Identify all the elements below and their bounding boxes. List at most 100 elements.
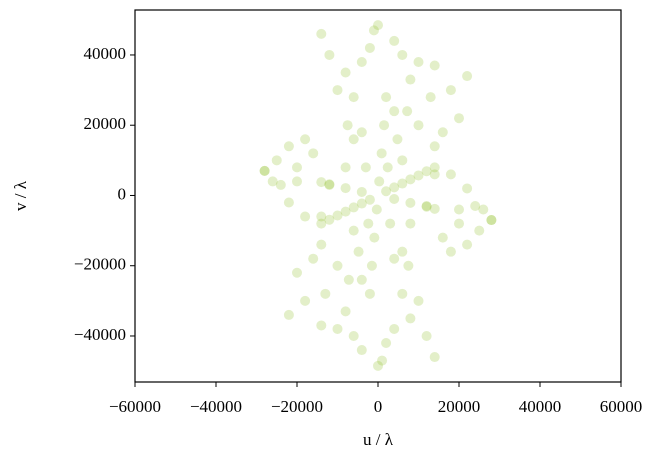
point	[397, 155, 408, 166]
point	[300, 211, 311, 222]
point	[283, 141, 294, 152]
plot-frame	[134, 9, 622, 383]
point	[389, 193, 400, 204]
point	[389, 106, 400, 117]
point	[353, 246, 364, 257]
point	[381, 338, 392, 349]
point	[382, 162, 393, 173]
point	[316, 28, 327, 39]
point	[454, 218, 464, 229]
point	[332, 210, 343, 221]
point	[300, 134, 311, 145]
point	[397, 246, 408, 257]
x-tick-label: 60000	[600, 397, 643, 416]
point	[454, 113, 464, 124]
point	[364, 288, 375, 299]
point	[445, 169, 456, 180]
x-tick-label: 40000	[519, 397, 562, 416]
point	[332, 260, 343, 271]
point	[368, 25, 379, 36]
point	[316, 320, 327, 331]
point	[413, 170, 424, 181]
point	[348, 134, 359, 145]
point	[275, 179, 286, 190]
point	[389, 35, 400, 46]
point	[462, 183, 473, 194]
point	[405, 197, 416, 208]
y-axis-label: v / λ	[11, 180, 30, 211]
point	[402, 106, 413, 117]
point	[429, 169, 440, 180]
point	[429, 141, 440, 152]
point	[343, 274, 354, 285]
x-tick-label: −60000	[109, 397, 161, 416]
point	[385, 218, 396, 229]
point	[340, 206, 351, 217]
point	[271, 155, 282, 166]
point	[324, 179, 335, 190]
point	[316, 218, 327, 229]
point	[462, 239, 473, 250]
point	[379, 120, 390, 131]
point	[366, 260, 377, 271]
point	[413, 120, 424, 131]
point	[445, 85, 456, 96]
point	[356, 198, 367, 209]
point	[405, 74, 416, 85]
point	[437, 127, 448, 138]
point	[324, 49, 335, 60]
point	[376, 148, 387, 159]
point	[421, 166, 432, 177]
point	[397, 178, 408, 189]
point	[403, 260, 414, 271]
point	[371, 204, 382, 215]
point	[374, 176, 385, 187]
point	[332, 323, 343, 334]
point	[356, 345, 367, 356]
point	[364, 194, 375, 205]
y-tick-label: −20000	[74, 255, 126, 274]
point	[462, 71, 473, 82]
point	[421, 201, 432, 212]
point	[470, 201, 481, 212]
point	[445, 246, 456, 257]
point	[413, 56, 424, 67]
point	[360, 162, 371, 173]
point	[267, 176, 278, 187]
point	[316, 239, 327, 250]
x-axis-label: u / λ	[363, 430, 394, 449]
point	[421, 330, 432, 341]
point	[478, 204, 489, 215]
point	[363, 218, 374, 229]
point	[259, 165, 270, 176]
point	[405, 174, 416, 185]
point	[324, 214, 335, 225]
point	[292, 176, 302, 187]
point	[356, 274, 367, 285]
x-tick-label: 20000	[438, 397, 481, 416]
point	[389, 182, 400, 193]
point	[425, 92, 436, 103]
y-tick-label: 0	[118, 184, 127, 203]
point	[316, 211, 327, 222]
point	[340, 67, 351, 78]
point	[389, 323, 400, 334]
point	[283, 309, 294, 320]
point	[292, 267, 302, 278]
point	[356, 127, 367, 138]
point	[332, 85, 343, 96]
point	[324, 179, 335, 190]
point	[340, 183, 351, 194]
point	[381, 186, 392, 197]
point	[283, 197, 294, 208]
point	[429, 162, 440, 173]
point	[405, 313, 416, 324]
point	[429, 60, 440, 71]
point	[320, 288, 331, 299]
point	[342, 120, 353, 131]
point	[308, 253, 319, 264]
point	[397, 288, 408, 299]
point	[308, 148, 319, 159]
point	[397, 49, 408, 60]
